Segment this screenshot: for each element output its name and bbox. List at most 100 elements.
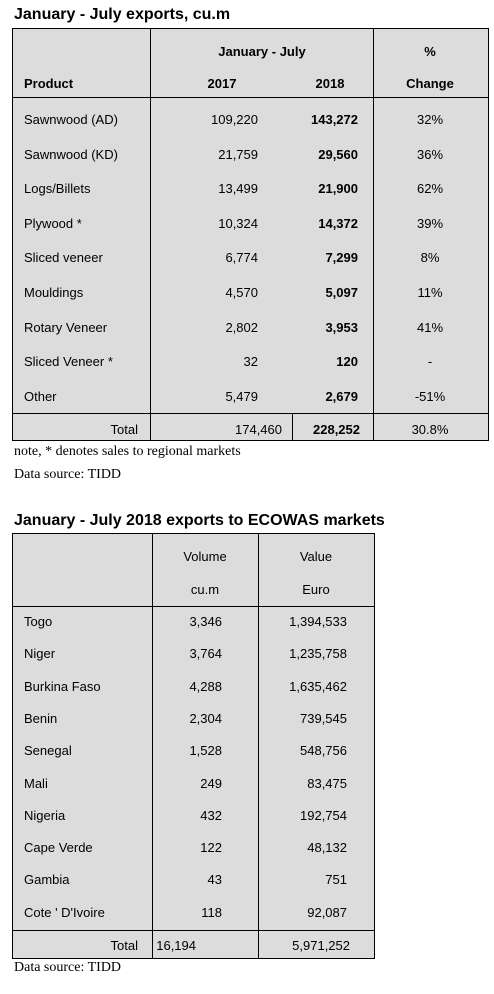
column-header: 2017 <box>207 76 237 91</box>
cell-text-bold: 3,953 <box>325 319 358 335</box>
column-header: Product <box>24 76 74 91</box>
rule <box>150 28 151 441</box>
column-header: 2018 <box>315 76 345 91</box>
cell-text: Other <box>24 388 57 404</box>
source: Data source: TIDD <box>14 960 122 975</box>
cell-text: 43 <box>207 872 222 888</box>
cell-text: 122 <box>200 840 222 856</box>
cell-text: 5,971,252 <box>292 938 350 953</box>
cell-text: 41% <box>416 319 444 335</box>
cell-text: Cape Verde <box>24 840 93 856</box>
cell-text-bold: 143,272 <box>311 112 358 127</box>
cell-text: 192,754 <box>300 807 347 823</box>
cell-text: 39% <box>416 215 444 231</box>
cell-text: 30.8% <box>411 422 449 437</box>
cell-text: 3,346 <box>189 614 222 629</box>
cell-text: 249 <box>200 775 222 791</box>
rule <box>12 606 375 607</box>
cell-text: - <box>427 354 433 370</box>
table-background <box>12 533 375 959</box>
table-title: January - July exports, cu.m <box>14 6 231 23</box>
cell-text: -51% <box>414 388 446 404</box>
cell-text: Rotary Veneer <box>24 319 108 335</box>
cell-text: 4,570 <box>225 285 258 300</box>
cell-text: 3,764 <box>189 646 222 662</box>
cell-text: 1,394,533 <box>289 614 347 629</box>
rule <box>152 533 153 959</box>
cell-text: Sliced Veneer * <box>24 354 113 370</box>
cell-text-bold: 7,299 <box>325 250 358 266</box>
cell-text: 92,087 <box>307 904 347 920</box>
cell-text: 174,460 <box>235 422 282 437</box>
cell-text: 21,759 <box>218 146 258 162</box>
cell-text: 739,545 <box>300 710 347 726</box>
cell-text: 10,324 <box>218 215 258 231</box>
cell-text: 83,475 <box>307 775 347 791</box>
cell-text: 16,194 <box>156 938 196 953</box>
cell-text: 4,288 <box>189 678 222 694</box>
cell-text-bold: 2,679 <box>325 388 358 404</box>
rule <box>12 97 489 98</box>
column-header: Change <box>406 76 454 91</box>
cell-text: 548,756 <box>300 743 347 759</box>
cell-text: Total <box>110 422 138 437</box>
cell-text: 109,220 <box>211 112 258 127</box>
cell-text: 36% <box>416 146 444 162</box>
rule <box>12 413 489 414</box>
cell-text-bold: 5,097 <box>325 285 358 300</box>
cell-text: Niger <box>24 646 56 662</box>
column-header: Euro <box>302 582 330 597</box>
cell-text: Sawnwood (KD) <box>24 146 118 162</box>
cell-text: Cote ' D'Ivoire <box>24 904 105 920</box>
cell-text: 62% <box>416 181 444 197</box>
cell-text: 6,774 <box>225 250 258 266</box>
cell-text: 2,304 <box>189 710 222 726</box>
rule <box>12 930 375 931</box>
cell-text: 1,235,758 <box>289 646 347 662</box>
rule <box>292 413 293 441</box>
cell-text-bold: 21,900 <box>318 181 358 197</box>
cell-text: Benin <box>24 710 58 726</box>
rule <box>258 533 259 959</box>
cell-text: 32 <box>243 354 258 370</box>
cell-text: Burkina Faso <box>24 678 101 694</box>
cell-text: Gambia <box>24 872 70 888</box>
column-header: Volume <box>183 549 227 564</box>
cell-text-bold2: 228,252 <box>313 422 360 437</box>
note: note, * denotes sales to regional market… <box>14 444 241 459</box>
source: Data source: TIDD <box>14 467 122 482</box>
cell-text-bold: 120 <box>336 354 358 370</box>
column-header: cu.m <box>190 582 220 597</box>
column-header: % <box>424 44 436 59</box>
cell-text-bold: 29,560 <box>318 146 358 162</box>
cell-text: 48,132 <box>307 840 347 856</box>
cell-text: 432 <box>200 807 222 823</box>
table-background <box>12 28 489 441</box>
cell-text: 2,802 <box>225 319 258 335</box>
column-header: Value <box>299 549 333 564</box>
cell-text: Mali <box>24 775 48 791</box>
cell-text: Sliced veneer <box>24 250 103 266</box>
cell-text: 1,635,462 <box>289 678 347 694</box>
cell-text: Nigeria <box>24 807 66 823</box>
cell-text-bold: 14,372 <box>318 215 358 231</box>
rule <box>373 28 374 441</box>
cell-text: Sawnwood (AD) <box>24 112 118 127</box>
cell-text: 5,479 <box>225 388 258 404</box>
cell-text: 1,528 <box>189 743 222 759</box>
cell-text: 8% <box>420 250 440 266</box>
cell-text: 32% <box>416 112 444 127</box>
cell-text: 751 <box>325 872 347 888</box>
table-title: January - July 2018 exports to ECOWAS ma… <box>14 512 385 529</box>
cell-text: 11% <box>417 285 443 300</box>
cell-text: Senegal <box>24 743 72 759</box>
cell-text: 13,499 <box>218 181 258 197</box>
cell-text: Logs/Billets <box>24 181 91 197</box>
cell-text: Plywood * <box>24 215 82 231</box>
cell-text: Togo <box>24 614 53 629</box>
cell-text: 118 <box>201 904 222 920</box>
column-header: January - July <box>218 44 306 59</box>
cell-text: Total <box>110 938 138 953</box>
cell-text: Mouldings <box>24 285 84 300</box>
